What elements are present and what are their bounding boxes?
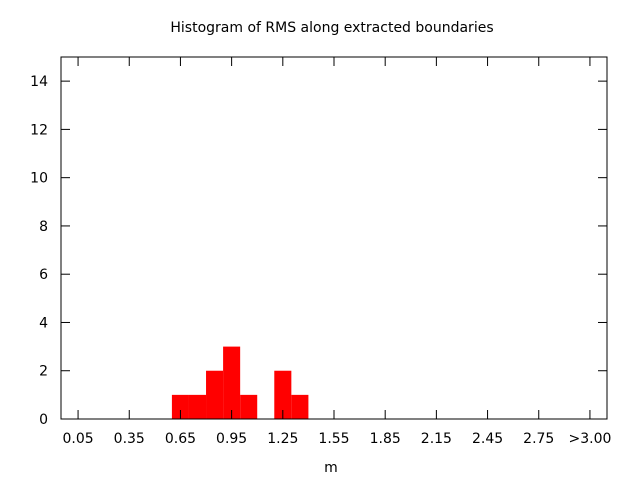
x-tick-label: 0.65	[165, 431, 196, 447]
histogram-bar	[274, 370, 292, 419]
histogram-bar	[223, 346, 241, 419]
histogram-bar	[206, 370, 224, 419]
x-tick-label: 1.85	[370, 431, 401, 447]
y-tick-label: 6	[39, 267, 48, 283]
y-tick-label: 8	[39, 219, 48, 235]
x-axis: 0.05 0.35 0.65 0.95 1.25 1.55 1.85 2.15 2.45 2.75…	[62, 57, 611, 447]
x-tick-label: 1.25	[267, 431, 298, 447]
y-tick-label: 4	[39, 315, 48, 331]
chart-title: Histogram of RMS along extracted boundar…	[170, 20, 493, 36]
x-tick-label: 0.05	[62, 431, 93, 447]
x-tick-label: >3.00	[568, 431, 611, 447]
y-tick-label: 0	[39, 412, 48, 428]
x-tick-label: 2.15	[421, 431, 452, 447]
x-axis-label: m	[324, 460, 338, 476]
histogram-bar	[188, 394, 207, 419]
bars-group	[171, 346, 309, 419]
y-tick-label: 14	[30, 74, 48, 90]
histogram-bar	[240, 394, 258, 419]
x-tick-label: 2.75	[523, 431, 554, 447]
y-tick-label: 2	[39, 364, 48, 380]
plot-frame	[60, 56, 608, 420]
x-tick-label: 2.45	[472, 431, 503, 447]
y-tick-label: 12	[30, 122, 48, 138]
histogram-bar	[291, 394, 309, 419]
x-tick-label: 0.35	[114, 431, 145, 447]
y-tick-label: 10	[30, 171, 48, 187]
y-axis: 0 2 4 6 8 10 12 14	[30, 74, 607, 428]
x-tick-label: 0.95	[216, 431, 247, 447]
x-tick-label: 1.55	[318, 431, 349, 447]
histogram-bar	[171, 394, 189, 419]
